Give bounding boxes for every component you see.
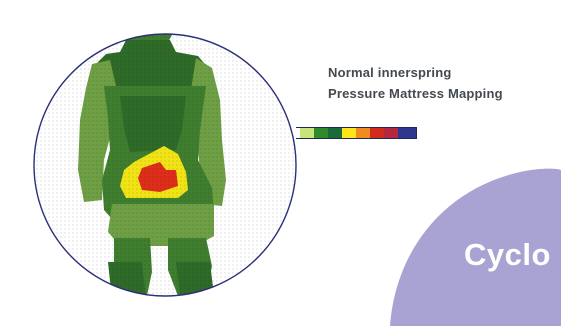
magnifier-circle <box>33 33 297 297</box>
scale-swatch <box>296 128 300 138</box>
map-caption: Normal innerspring Pressure Mattress Map… <box>328 62 503 104</box>
pressure-color-scale <box>296 127 417 139</box>
scale-swatch <box>370 128 384 138</box>
scale-swatch <box>328 128 342 138</box>
scale-swatch <box>342 128 356 138</box>
brand-blob <box>390 168 561 326</box>
body-silhouette <box>34 34 296 296</box>
caption-line2: Pressure Mattress Mapping <box>328 86 503 101</box>
scale-swatch <box>314 128 328 138</box>
caption-line1: Normal innerspring <box>328 65 452 80</box>
scale-swatch <box>384 128 398 138</box>
scale-swatch <box>398 128 416 138</box>
scale-swatch <box>300 128 314 138</box>
scale-swatch <box>356 128 370 138</box>
brand-text: Cyclo <box>464 237 551 272</box>
